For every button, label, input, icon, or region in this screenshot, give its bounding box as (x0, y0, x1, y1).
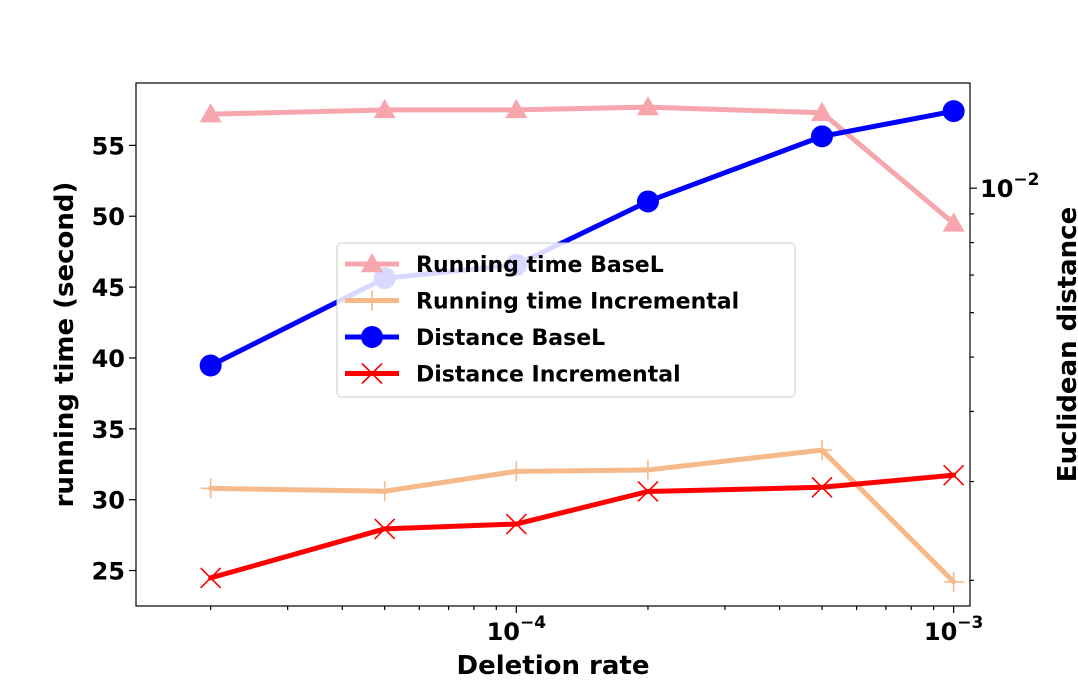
data-point (637, 459, 658, 480)
legend-box (336, 242, 796, 398)
legend-entry: Running time Incremental (345, 290, 739, 315)
data-point (373, 98, 396, 119)
x-axis-label: Deletion rate (457, 651, 650, 681)
data-point (811, 440, 832, 461)
legend-label: Distance BaseL (416, 326, 605, 351)
data-point (636, 96, 659, 116)
data-point (943, 464, 965, 486)
series-line (208, 447, 957, 585)
x-tick-label: 10−4 (487, 613, 547, 646)
series-1 (200, 440, 964, 592)
data-point (505, 513, 527, 535)
x-axis: 10−4 10−3 (210, 606, 983, 646)
tick-base: 10 (924, 618, 957, 646)
data-point (506, 461, 527, 482)
y-left-tick-label: 25 (92, 558, 125, 586)
tick-exponent: −3 (957, 613, 983, 633)
data-point (942, 100, 965, 123)
tick-base: 10 (980, 175, 1013, 203)
tick-exponent: −2 (1013, 170, 1039, 190)
y-left-tick-label: 45 (92, 274, 125, 302)
legend-marker (362, 290, 382, 311)
series-0 (199, 96, 965, 232)
data-point (810, 125, 833, 148)
data-point (943, 571, 964, 592)
legend-entry: Distance BaseL (345, 326, 605, 351)
legend-label: Running time BaseL (416, 253, 664, 278)
y-left-tick-label: 30 (92, 487, 125, 515)
y-axis-label-right: Euclidean distance (1053, 207, 1078, 482)
y-left-tick-label: 50 (92, 203, 125, 231)
x-tick-label: 10−3 (924, 613, 983, 646)
y-left-tick-label: 35 (92, 416, 125, 444)
y-right-tick-label: 10−2 (980, 170, 1039, 203)
data-point (811, 476, 833, 498)
data-point (810, 101, 833, 122)
data-point (636, 190, 659, 213)
data-point (200, 478, 221, 499)
data-point (199, 103, 222, 123)
legend-entry: Running time BaseL (345, 253, 664, 278)
legend-label: Running time Incremental (416, 290, 739, 315)
data-point (637, 480, 659, 503)
left-axis: 25 30 35 40 45 50 55 (92, 132, 136, 586)
y-left-tick-label: 40 (92, 345, 125, 373)
data-point (200, 567, 222, 589)
data-point (374, 518, 396, 540)
series-line (208, 472, 957, 581)
legend-label: Distance Incremental (416, 363, 681, 388)
y-axis-label-left: running time (second) (50, 182, 80, 508)
data-point (374, 481, 395, 502)
series-3 (200, 464, 965, 589)
tick-exponent: −4 (520, 613, 546, 633)
y-left-tick-label: 55 (92, 132, 125, 160)
legend-marker (361, 326, 383, 348)
series-line (208, 104, 957, 226)
data-point (199, 354, 222, 377)
data-point (505, 98, 528, 119)
tick-base: 10 (487, 618, 520, 646)
data-point (942, 212, 965, 232)
right-axis: 10−2 (970, 170, 1039, 581)
legend-marker (361, 253, 383, 273)
legend: Running time BaseL Running time Increment… (336, 242, 796, 398)
legend-marker (361, 362, 383, 385)
legend-entry: Distance Incremental (345, 363, 681, 388)
plot-frame (135, 82, 971, 607)
